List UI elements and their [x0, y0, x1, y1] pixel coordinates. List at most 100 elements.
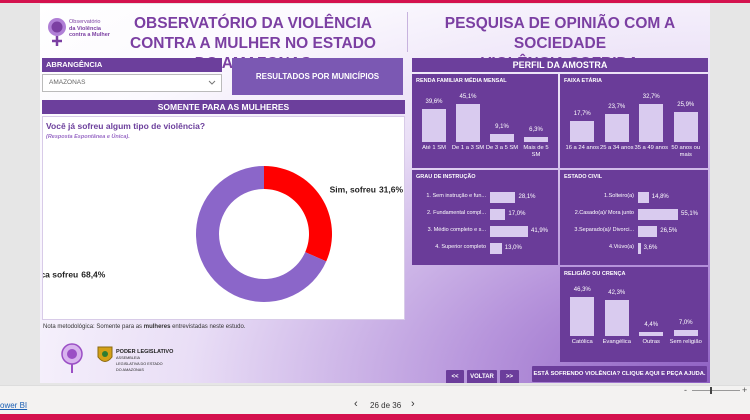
category-label: 2.Casado(a)/ Mora junto	[574, 210, 634, 216]
bar	[490, 226, 528, 237]
value-label: 14,8%	[651, 194, 669, 200]
value-label: 7,0%	[678, 320, 693, 327]
bar	[570, 121, 595, 142]
category-label: 2. Fundamental compl...	[426, 210, 486, 216]
category-label: 35 a 49 anos	[634, 145, 669, 151]
subtitle: PESQUISA DE OPINIÃO COM A SOCIEDADE	[444, 15, 676, 52]
value-label: 32,7%	[642, 94, 660, 100]
donut-card: Você já sofreu algum tipo de violência? …	[42, 116, 405, 320]
bar	[604, 114, 629, 142]
category-label: 16 a 24 anos	[565, 145, 600, 151]
divider	[407, 12, 408, 52]
value-label: 17,0%	[508, 211, 526, 217]
bar	[638, 243, 641, 254]
bar	[490, 134, 514, 142]
section-header: PERFIL DA AMOSTRA	[412, 58, 708, 72]
category-label: 1. Sem instrução e fun...	[426, 193, 486, 199]
bar	[638, 209, 678, 220]
chart-panel: RELIGIÃO OU CRENÇA 46,3% Católica 42,3% Evan…	[560, 267, 708, 362]
value-label: 17,7%	[573, 111, 591, 118]
question-note: (Resposta Espontânea e Única).	[46, 134, 130, 140]
chart-title: RENDA FAMILIAR MÉDIA MENSAL	[416, 78, 507, 84]
chart-title: ESTADO CIVIL	[564, 174, 603, 180]
logo-text: Observatório	[69, 19, 101, 25]
bar	[490, 243, 502, 254]
category-label: 50 anos ou mais	[671, 145, 701, 158]
value-label: 13,0%	[504, 245, 522, 251]
category-label: 3. Médio completo e s...	[427, 227, 486, 233]
logo: Observatório da Violência contra a Mulhe…	[46, 14, 114, 52]
dropdown-chevron	[208, 80, 216, 85]
methodology-emphasis: mulheres	[143, 324, 171, 330]
logo-text: contra a Mulher	[69, 32, 110, 38]
help-button[interactable]: ESTÁ SOFRENDO VIOLÊNCIA? CLIQUE AQUI E P…	[532, 366, 707, 382]
bar	[638, 226, 658, 237]
page-indicator: 26 de 36	[370, 401, 402, 410]
donut-category: Sim, sofreu	[330, 185, 376, 195]
category-label: 4.Viúvo(a)	[609, 244, 634, 250]
bottom-strip	[0, 414, 750, 420]
report-canvas: Observatório da Violência contra a Mulhe…	[40, 4, 710, 383]
zoom-out[interactable]: -	[684, 385, 687, 395]
donut-slice	[196, 166, 327, 302]
brand-link[interactable]: ower BI	[0, 401, 28, 410]
app-bar: ower BI ‹ 26 de 36 › - +	[0, 385, 750, 415]
value-label: 28,1%	[518, 194, 536, 200]
next-page[interactable]: ›	[411, 398, 415, 410]
value-label: 42,3%	[608, 290, 626, 297]
value-label: 55,1%	[681, 211, 699, 217]
chart-title: GRAU DE INSTRUÇÃO	[416, 174, 476, 180]
category-label: De 1 a 3 SM	[451, 145, 485, 151]
observatory-seal	[61, 343, 83, 373]
category-label: 4. Superior completo	[435, 244, 486, 250]
zoom-in[interactable]: +	[742, 385, 748, 395]
legislative-logo: PODER LEGISLATIVO ASSEMBLEIA LEGISLATIVA…	[116, 349, 173, 373]
category-label: Mais de 5 SM	[523, 145, 549, 158]
nav-next[interactable]: >>	[500, 370, 519, 383]
methodology-text: entrevistadas neste estudo.	[172, 324, 246, 330]
bar	[456, 104, 480, 142]
bar	[673, 330, 698, 336]
donut-label: Sim, sofreu 31,6%	[330, 185, 404, 195]
category-label: Evangélica	[602, 339, 631, 345]
municipios-button[interactable]: RESULTADOS POR MUNICÍPIOS	[232, 58, 403, 95]
donut-value: 68,4%	[81, 270, 106, 280]
value-label: 46,3%	[573, 287, 591, 293]
value-label: 25,9%	[677, 101, 695, 108]
zoom-slider[interactable]	[692, 390, 740, 391]
chart-title: RELIGIÃO OU CRENÇA	[564, 271, 626, 277]
chart-panel: FAIXA ETÁRIA 17,7% 16 a 24 anos 23,7% 25 a 3…	[560, 74, 708, 168]
filter-dropdown[interactable]: AMAZONAS	[42, 74, 222, 92]
chart-title: FAIXA ETÁRIA	[564, 78, 602, 84]
logo-icon	[48, 18, 66, 46]
coat-of-arms	[97, 346, 113, 362]
category-label: 25 a 34 anos	[599, 145, 634, 151]
chart-panel: GRAU DE INSTRUÇÃO 1. Sem instrução e fun.…	[412, 170, 558, 265]
filter-label: ABRANGÊNCIA	[42, 58, 222, 72]
bar	[490, 209, 506, 220]
value-label: 6,3%	[529, 126, 543, 133]
bar	[638, 192, 649, 203]
category-label: Sem religião	[669, 339, 702, 345]
value-label: 3,6%	[643, 245, 658, 251]
category-label: Até 1 SM	[422, 145, 446, 151]
bar	[490, 192, 516, 203]
category-label: Católica	[571, 339, 593, 345]
donut-category: Nunca sofreu	[43, 270, 78, 280]
top-strip	[0, 0, 750, 3]
zoom-thumb[interactable]	[710, 387, 712, 394]
legislative-line: ASSEMBLEIA LEGISLATIVA DO ESTADO DO AMAZ…	[116, 356, 163, 372]
nav-first[interactable]: <<	[446, 370, 464, 383]
nav-back[interactable]: VOLTAR	[467, 370, 497, 383]
bar	[639, 104, 664, 142]
bar	[422, 108, 446, 142]
value-label: 39,6%	[425, 98, 443, 105]
category-label: 3.Separado(a)/ Divorci...	[574, 227, 634, 233]
bar	[639, 332, 664, 336]
donut-slice	[264, 166, 332, 262]
bar	[570, 297, 595, 336]
prev-page[interactable]: ‹	[354, 398, 358, 410]
donut-value: 31,6%	[379, 185, 404, 195]
value-label: 26,5%	[660, 228, 678, 234]
